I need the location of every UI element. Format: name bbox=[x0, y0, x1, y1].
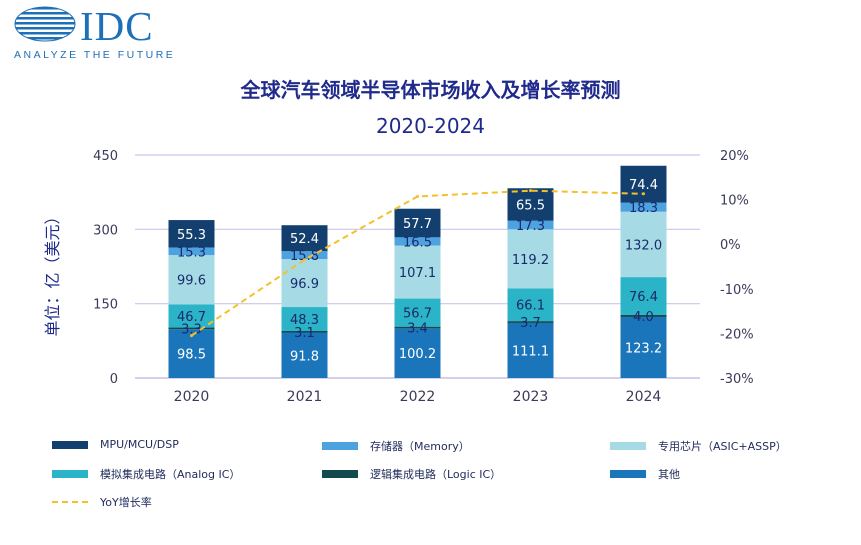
x-tick-label: 2020 bbox=[174, 389, 210, 405]
data-label-analog: 56.7 bbox=[403, 307, 432, 322]
bar-logic bbox=[394, 326, 441, 329]
bar-analog bbox=[507, 288, 554, 322]
bar-logic bbox=[620, 314, 667, 317]
data-label-other: 111.1 bbox=[512, 344, 549, 359]
bar-asic bbox=[394, 245, 441, 299]
yoy-point bbox=[303, 258, 306, 262]
data-label-memory: 15.8 bbox=[290, 249, 319, 264]
bar-memory bbox=[281, 251, 328, 260]
bar-logic bbox=[281, 330, 328, 333]
data-label-analog: 46.7 bbox=[177, 310, 206, 325]
y-tick-label: 0 bbox=[110, 372, 118, 387]
y-tick-label: 300 bbox=[93, 223, 118, 238]
data-label-mpu: 65.5 bbox=[516, 198, 545, 213]
data-label-asic: 132.0 bbox=[625, 238, 662, 253]
idc-logo: IDC ANALYZE THE FUTURE bbox=[14, 3, 214, 64]
bar-analog bbox=[620, 277, 667, 315]
logo-text: IDC bbox=[80, 3, 154, 49]
yoy-point bbox=[190, 334, 193, 338]
yoy-point bbox=[529, 189, 532, 193]
data-label-asic: 107.1 bbox=[399, 266, 436, 281]
data-label-other: 91.8 bbox=[290, 349, 319, 364]
chart-title: 全球汽车领域半导体市场收入及增长率预测 bbox=[240, 78, 621, 102]
y2-tick-label: -10% bbox=[720, 283, 754, 298]
bar-analog bbox=[168, 304, 215, 328]
data-label-logic: 3.4 bbox=[407, 322, 428, 337]
bar-other bbox=[168, 329, 215, 378]
bar-mpu bbox=[507, 188, 554, 221]
bar-asic bbox=[281, 259, 328, 308]
data-label-other: 98.5 bbox=[177, 348, 206, 363]
data-label-memory: 16.5 bbox=[403, 235, 432, 250]
globe-logo-icon bbox=[14, 6, 76, 42]
bar-asic bbox=[620, 211, 667, 278]
bar-analog bbox=[394, 298, 441, 327]
bar-mpu bbox=[394, 208, 441, 238]
bar-memory bbox=[507, 220, 554, 230]
data-label-analog: 48.3 bbox=[290, 313, 319, 328]
y2-tick-label: 10% bbox=[720, 194, 749, 209]
data-label-memory: 15.3 bbox=[177, 245, 206, 260]
bar-memory bbox=[394, 237, 441, 246]
data-label-logic: 4.0 bbox=[633, 310, 654, 325]
bar-asic bbox=[507, 229, 554, 289]
bar-logic bbox=[168, 327, 215, 330]
bar-analog bbox=[281, 307, 328, 331]
bar-mpu bbox=[168, 220, 215, 248]
yoy-point bbox=[416, 194, 419, 198]
bar-other bbox=[394, 328, 441, 378]
data-label-logic: 3.3 bbox=[181, 323, 202, 338]
data-label-analog: 66.1 bbox=[516, 299, 545, 314]
data-label-asic: 96.9 bbox=[290, 277, 319, 292]
y2-tick-label: -30% bbox=[720, 372, 754, 387]
data-label-asic: 99.6 bbox=[177, 274, 206, 289]
y-tick-label: 150 bbox=[93, 298, 118, 313]
x-tick-label: 2023 bbox=[513, 389, 549, 405]
data-label-mpu: 74.4 bbox=[629, 178, 658, 193]
data-label-other: 100.2 bbox=[399, 347, 436, 362]
data-label-logic: 3.1 bbox=[294, 326, 315, 341]
bar-other bbox=[281, 332, 328, 378]
data-label-mpu: 52.4 bbox=[290, 232, 319, 247]
y2-tick-label: 20% bbox=[720, 149, 749, 164]
bar-memory bbox=[168, 247, 215, 256]
bar-asic bbox=[168, 255, 215, 305]
data-label-memory: 18.3 bbox=[629, 201, 658, 216]
chart-subtitle: 2020-2024 bbox=[375, 114, 485, 138]
x-tick-label: 2022 bbox=[400, 389, 436, 405]
bar-other bbox=[507, 322, 554, 378]
bar-logic bbox=[507, 321, 554, 323]
x-tick-label: 2024 bbox=[626, 389, 662, 405]
x-tick-label: 2021 bbox=[287, 389, 323, 405]
bar-other bbox=[620, 316, 667, 378]
data-label-asic: 119.2 bbox=[512, 253, 549, 268]
data-label-other: 123.2 bbox=[625, 341, 662, 356]
data-label-memory: 17.3 bbox=[516, 219, 545, 234]
y-axis-label: 单位：亿（美元） bbox=[43, 208, 62, 336]
y2-tick-label: 0% bbox=[720, 238, 741, 253]
yoy-point bbox=[642, 192, 645, 196]
data-label-mpu: 57.7 bbox=[403, 217, 432, 232]
data-label-analog: 76.4 bbox=[629, 290, 658, 305]
logo-tagline: ANALYZE THE FUTURE bbox=[14, 49, 176, 61]
y-tick-label: 450 bbox=[93, 149, 118, 164]
bar-memory bbox=[620, 202, 667, 212]
bar-mpu bbox=[281, 225, 328, 252]
data-label-logic: 3.7 bbox=[520, 316, 541, 331]
y2-tick-label: -20% bbox=[720, 327, 754, 342]
data-label-mpu: 55.3 bbox=[177, 228, 206, 243]
bar-mpu bbox=[620, 165, 667, 203]
